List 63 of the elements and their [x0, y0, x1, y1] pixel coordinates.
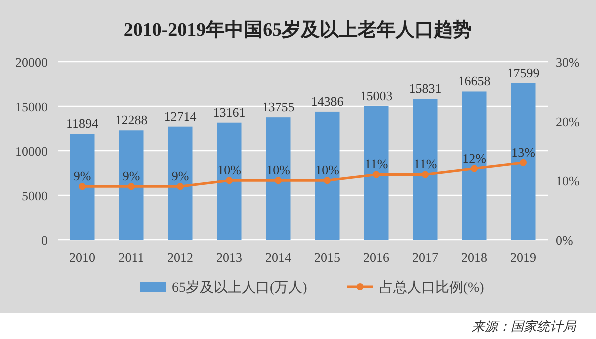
y-tick-label: 20000	[16, 55, 48, 70]
data-label: 9%	[122, 168, 140, 184]
y-tick-label: 5000	[22, 188, 48, 204]
bar	[315, 112, 340, 240]
data-label: 15831	[409, 81, 442, 96]
data-label: 9%	[74, 168, 92, 184]
bar	[119, 130, 144, 240]
y-tick-label: 0	[42, 233, 48, 248]
y2-tick-label: 10%	[556, 174, 580, 189]
data-label: 13161	[213, 104, 246, 120]
x-tick-label: 2017	[412, 250, 439, 265]
data-label: 12714	[164, 108, 198, 124]
bar	[511, 83, 536, 240]
x-tick-label: 2019	[510, 250, 536, 265]
data-label: 17599	[507, 65, 540, 80]
data-label: 13755	[262, 100, 295, 115]
point	[226, 177, 233, 184]
legend-label: 占总人口比例(%)	[379, 280, 485, 296]
x-tick-label: 2014	[266, 250, 292, 265]
source-note: 来源：国家统计局	[472, 319, 577, 334]
data-label: 15003	[360, 88, 393, 104]
y-tick-label: 15000	[16, 100, 48, 114]
x-tick-label: 2012	[168, 250, 194, 265]
y-tick-label: 10000	[16, 144, 48, 159]
point	[128, 183, 135, 190]
data-label: 10%	[266, 162, 291, 178]
point	[79, 183, 86, 190]
data-label: 11894	[66, 116, 99, 132]
point	[520, 159, 527, 166]
x-tick-label: 2018	[462, 250, 488, 265]
legend-label: 65岁及以上人口(万人)	[172, 280, 308, 296]
x-tick-label: 2013	[216, 250, 242, 265]
data-label: 10%	[218, 162, 242, 178]
x-tick-label: 2011	[118, 250, 144, 265]
bar	[364, 106, 389, 240]
data-label: 11%	[364, 156, 388, 172]
y2-tick-label: 0%	[556, 233, 574, 248]
point	[422, 171, 429, 178]
bar	[266, 118, 291, 240]
point	[324, 177, 331, 184]
point	[177, 183, 184, 190]
data-label: 11%	[414, 156, 438, 172]
chart-title: 2010-2019年中国65岁及以上老年人口趋势	[124, 19, 472, 41]
bar	[168, 126, 193, 240]
bar	[70, 134, 95, 240]
bar	[217, 122, 242, 240]
x-tick-label: 2010	[70, 250, 96, 265]
point	[275, 177, 282, 184]
data-label: 9%	[172, 168, 190, 184]
y2-tick-label: 30%	[556, 55, 580, 70]
y2-tick-label: 20%	[556, 114, 580, 130]
data-label: 12%	[462, 150, 487, 166]
bar	[413, 99, 438, 240]
x-tick-label: 2016	[364, 250, 390, 265]
data-label: 14386	[311, 94, 344, 109]
x-tick-label: 2015	[314, 250, 340, 265]
data-label: 10%	[316, 162, 340, 178]
point	[471, 165, 478, 172]
data-label: 12288	[115, 112, 148, 128]
data-label: 16658	[458, 74, 491, 89]
point	[373, 171, 380, 178]
data-label: 13%	[512, 144, 536, 160]
bar	[462, 92, 487, 240]
